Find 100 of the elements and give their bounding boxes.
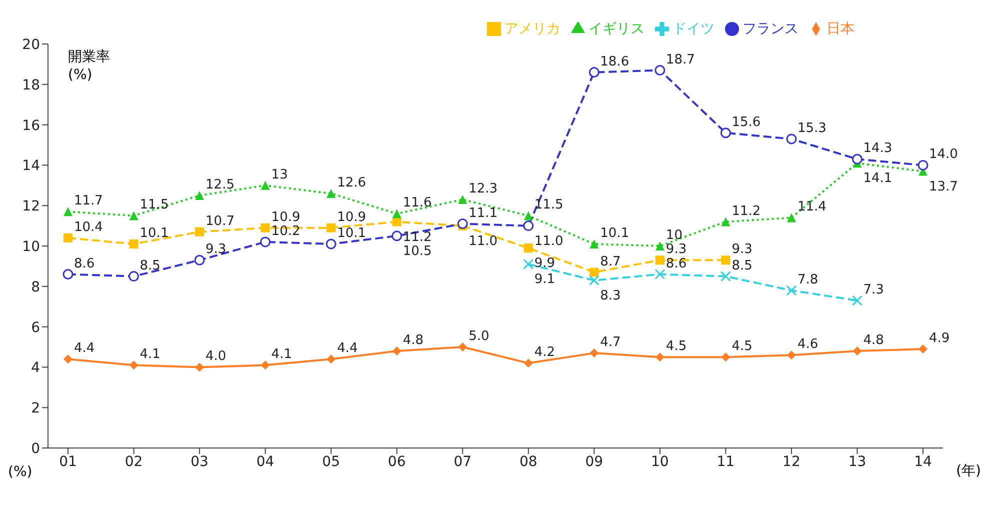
data-label: 10.1 [337,226,366,241]
text: (%) [8,464,32,480]
data-label: 11.2 [732,204,761,219]
point [786,285,797,296]
point [786,134,797,144]
data-label: 10.4 [74,220,103,235]
point [64,233,72,242]
data-label: 4.4 [337,341,358,356]
y-tick-label: 12 [22,198,40,215]
x-tick-label: 12 [782,454,800,470]
data-label: 12.6 [337,175,366,190]
data-label: 4.6 [797,337,818,352]
point [458,342,468,352]
x-tick-label: 09 [585,454,604,470]
data-label: 4.5 [666,339,687,354]
point [392,217,402,226]
data-label: 10.9 [271,210,300,225]
point [326,354,336,364]
point [654,65,666,76]
point [64,207,72,216]
point [721,256,730,265]
point [260,360,270,370]
data-label: 10.1 [140,226,169,241]
point [655,352,664,362]
point [721,217,730,226]
data-label: 8.5 [732,258,752,274]
data-label: 10.9 [337,210,366,225]
point [457,218,468,230]
y-tick-label: 18 [22,77,40,94]
data-label: 15.6 [732,114,761,130]
x-axis-title: (年) [956,462,981,480]
point [524,358,533,368]
point [524,244,533,253]
data-label: 11.2 [402,230,432,245]
point [786,213,796,222]
point [129,211,138,220]
data-label: 11.1 [468,206,498,221]
data-label: 4.9 [929,331,950,346]
data-label: 10.5 [402,244,432,259]
point [129,239,138,248]
data-label: 8.7 [600,254,621,270]
point [655,242,664,250]
point [590,348,599,358]
data-label: 5.0 [468,329,490,344]
data-label: 9.3 [206,242,226,258]
data-label: 8.6 [74,256,95,272]
data-label: 4.2 [534,345,556,360]
data-label: 4.7 [600,335,621,350]
point [590,268,599,277]
data-label: 11.4 [797,200,826,215]
data-label: 4.4 [74,341,95,356]
data-label: 11.0 [468,234,498,249]
data-label: 11.0 [534,234,564,249]
data-label: 14.1 [863,171,892,186]
point [260,180,270,190]
data-label: 10.7 [206,214,234,229]
legend-label: ドイツ [672,21,714,37]
data-label: 14.0 [929,147,958,162]
data-label: 18.7 [666,52,695,68]
data-label: 8.5 [140,258,160,274]
point [194,254,205,266]
data-label: 9.3 [732,242,752,258]
point [523,220,534,232]
y-tick-label: 2 [31,400,40,417]
data-label: 4.8 [402,333,424,348]
x-tick-label: 02 [124,454,143,470]
data-label: 4.0 [206,349,226,364]
data-label: 8.6 [666,256,687,272]
point [654,269,666,280]
data-label: 15.3 [797,120,826,136]
point [392,230,402,242]
point [524,211,533,220]
point [588,275,600,286]
point [195,227,204,236]
x-tick-label: 03 [190,454,208,470]
point [260,236,271,248]
point [588,67,600,78]
y-axis-title: 開業率 (%) [68,48,110,84]
point [458,195,468,204]
x-tick-label: 01 [59,454,77,470]
data-label: 11.6 [402,196,432,211]
point [62,269,74,280]
y-tick-label: 16 [22,118,40,134]
legend-label: イギリス [588,21,644,37]
point [392,209,402,218]
data-label: 11.5 [534,198,564,213]
x-tick-label: 07 [454,454,472,470]
data-label: 10 [666,228,682,243]
y-tick-label: 6 [31,320,40,336]
point [195,362,204,372]
y-tick-label: 8 [31,279,40,296]
legend-label: 日本 [826,21,854,37]
point [786,350,796,360]
point [590,239,599,248]
point [852,154,862,164]
data-label: 11.5 [140,198,169,213]
point [852,295,862,306]
point [129,360,138,370]
data-label: 18.6 [600,54,630,70]
data-label: 13.7 [929,179,958,194]
